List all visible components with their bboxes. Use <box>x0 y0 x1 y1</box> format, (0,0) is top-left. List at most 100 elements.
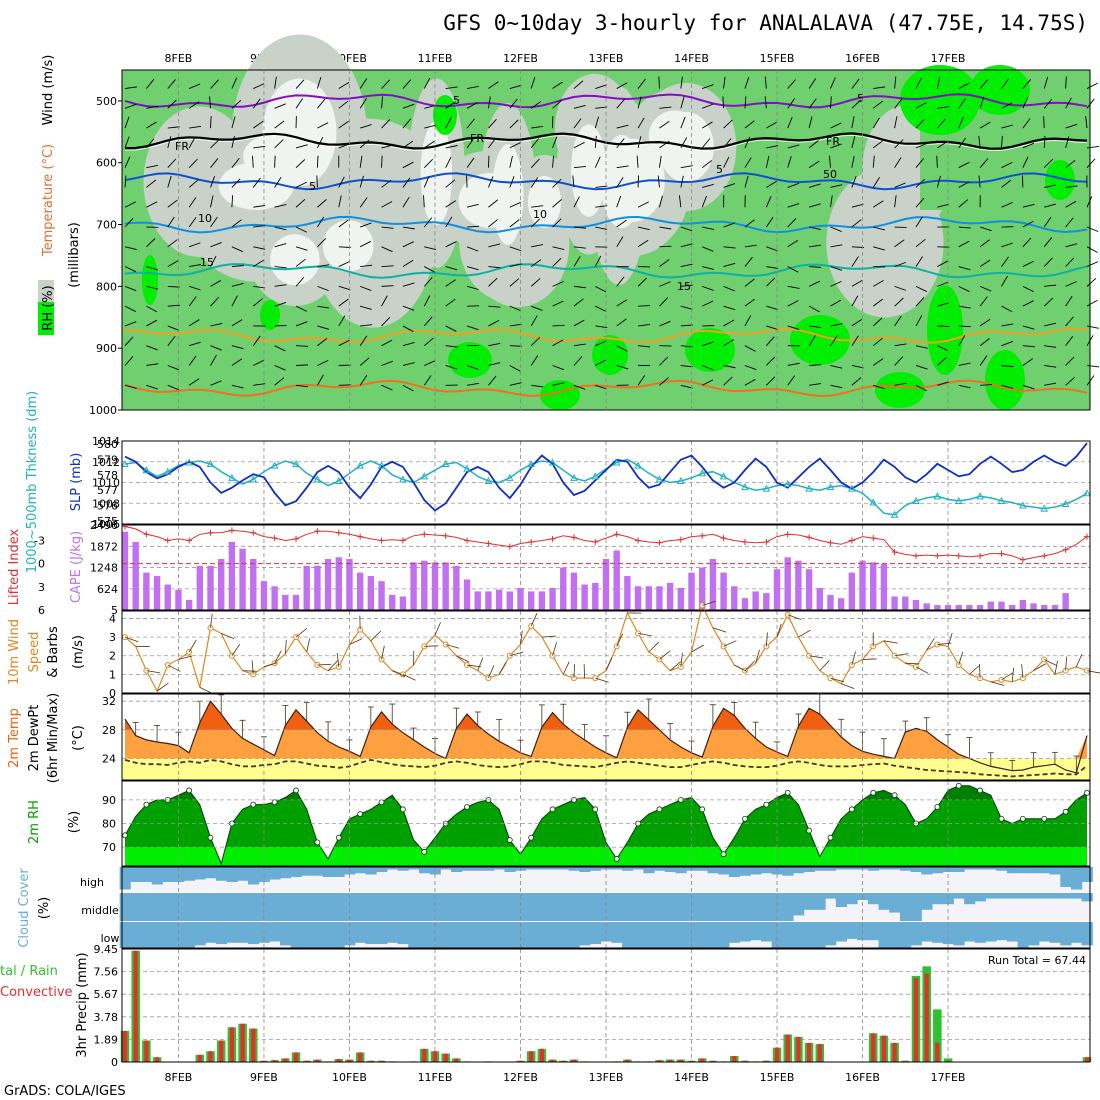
cloud-cover-bar <box>515 922 527 948</box>
wind-barb <box>744 365 757 370</box>
wind-barb <box>1022 345 1035 348</box>
wind-barb <box>979 158 989 168</box>
rh2m-point <box>528 834 535 841</box>
wind-barb <box>915 296 925 307</box>
wind-barb <box>573 298 584 307</box>
cape-bar <box>891 596 898 610</box>
wind-barb <box>766 180 777 188</box>
wind-barb <box>1065 97 1072 109</box>
precip-convective-bar <box>924 973 929 1062</box>
wind-barb <box>188 197 197 208</box>
wind-barb <box>531 384 544 388</box>
wind-barb <box>787 300 799 307</box>
cloud-cover-bar <box>1070 922 1083 943</box>
upper-air-panel: 5 FR 5 10 15 5 FR 10 15 5 FR 50 500 600 700 800 900 1000 T… <box>38 34 1099 440</box>
cape-bar <box>218 558 225 610</box>
wind-barb <box>723 76 726 89</box>
wind-barb <box>573 246 586 249</box>
cloud-cover-bar <box>461 893 473 921</box>
cloud-cover-bar <box>910 922 922 946</box>
li-tick-label: 0 <box>38 558 45 571</box>
wind-barb <box>146 78 155 89</box>
thickness-point <box>313 475 322 483</box>
wind-barb <box>851 78 860 89</box>
precip-convective-bar <box>742 1060 748 1062</box>
rh2m-point <box>848 806 855 813</box>
rh2m-axis-label: 2m RH <box>27 800 42 844</box>
wind-barb <box>723 156 730 168</box>
contour-label: 5 <box>857 92 864 105</box>
wind-barb <box>124 336 134 347</box>
wind-barb <box>488 199 499 208</box>
wind-barb <box>210 216 218 228</box>
wind-barb <box>702 103 714 109</box>
cape-bar <box>987 601 994 610</box>
wind-barb <box>1043 76 1049 89</box>
rh-very-dry-region <box>527 176 562 228</box>
rh2m-point <box>870 789 877 796</box>
precip-convective-bar <box>133 950 138 1062</box>
cloud-cover-bar <box>312 922 324 948</box>
cloud-cover-bar <box>579 893 591 921</box>
wind-barb <box>808 183 821 188</box>
cloud-unit-label: (%) <box>37 897 52 920</box>
cape-bar <box>132 541 139 610</box>
cloud-cover-bar <box>654 922 666 948</box>
wind-barb <box>830 365 843 369</box>
wind-barb <box>638 324 651 327</box>
wind-barb <box>872 337 883 347</box>
cloud-cover-bar <box>632 867 644 870</box>
thickness-point <box>591 472 600 480</box>
rh2m-point <box>891 792 898 799</box>
wind-barb <box>295 181 307 188</box>
cape-bar <box>303 565 310 610</box>
wind-barb <box>359 375 368 386</box>
wind-barb <box>156 682 169 692</box>
wind-barb <box>595 384 607 390</box>
precip-axis-label: 3hr Precip (mm) <box>75 952 90 1057</box>
cape-bar <box>185 599 193 610</box>
wind-barb <box>616 299 628 307</box>
precip-convective-bar <box>678 1059 683 1062</box>
cloud-cover-bar <box>451 867 463 872</box>
date-labels-top: 8FEB9FEB10FEB11FEB12FEB13FEB14FEB15FEB16… <box>165 52 966 65</box>
wind-barb <box>594 255 602 267</box>
cloud-cover-bar <box>1070 893 1083 899</box>
wind-barb <box>231 178 241 188</box>
cloud-cover-bar <box>493 867 505 870</box>
slp-tick-label: 1008 <box>92 497 120 510</box>
wind-barb <box>295 345 309 347</box>
wind-barb <box>488 665 495 679</box>
cloud-cover-bar <box>173 893 185 921</box>
rh-saturated-region <box>540 380 580 410</box>
wind-barb <box>124 175 127 188</box>
wind-barb <box>466 365 479 370</box>
wind-barb <box>980 384 993 386</box>
wind-barb <box>210 345 222 351</box>
wind-barb <box>231 295 238 307</box>
temp-area <box>125 701 1087 759</box>
date-label-bottom: 16FEB <box>845 1071 880 1084</box>
wind-barb <box>552 324 565 327</box>
wind-barb <box>1065 376 1075 386</box>
wind-barb <box>210 255 217 267</box>
wind-barb <box>787 98 795 109</box>
wind-barb <box>284 639 287 654</box>
rh2m-tick-label: 80 <box>102 818 116 831</box>
lifted-index-point <box>806 534 813 541</box>
wind-barb <box>509 155 513 168</box>
wind-barb <box>381 285 394 287</box>
wind-barb <box>1044 345 1057 348</box>
wind-barb <box>958 362 971 366</box>
wind-barb <box>424 140 435 149</box>
cloud-cover-bar <box>568 867 580 871</box>
cloud-cover-bar <box>771 922 783 948</box>
rh2m-point <box>613 856 620 862</box>
precip-convective-bar <box>240 1023 245 1062</box>
wind-barb <box>338 81 350 89</box>
wind-barb <box>637 96 642 109</box>
lifted-index-point <box>271 535 278 542</box>
wind-barb <box>787 144 800 149</box>
wind-barb <box>402 259 414 267</box>
wind-barb <box>498 662 507 675</box>
